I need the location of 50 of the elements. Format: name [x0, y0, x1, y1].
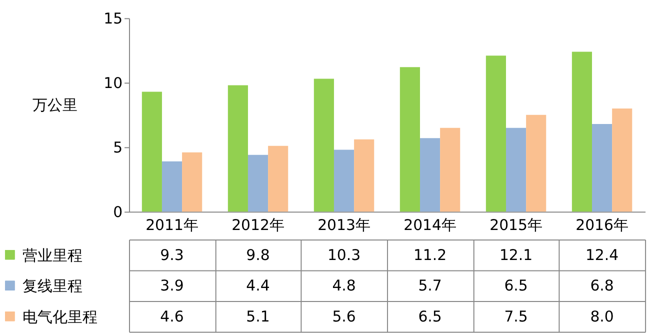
data-label: 3.9 — [160, 276, 184, 295]
x-tick-label: 2014年 — [404, 216, 456, 234]
x-tick-label: 2015年 — [490, 216, 542, 234]
y-tick-label: 15 — [104, 10, 123, 28]
data-label: 7.5 — [504, 307, 528, 326]
data-label: 5.6 — [332, 307, 356, 326]
data-label: 12.4 — [585, 246, 619, 264]
data-label: 11.2 — [413, 246, 447, 264]
data-label: 6.8 — [590, 276, 614, 295]
legend-label: 复线里程 — [22, 277, 82, 296]
data-label: 5.7 — [418, 276, 442, 295]
data-label: 5.1 — [246, 307, 270, 326]
data-label: 12.1 — [499, 246, 533, 264]
data-label: 9.3 — [160, 246, 184, 264]
bar — [526, 114, 546, 212]
bar — [506, 128, 526, 212]
bar — [268, 146, 288, 212]
x-tick-label: 2016年 — [576, 216, 628, 234]
bar — [572, 52, 592, 212]
bar — [440, 128, 460, 212]
data-label: 10.3 — [327, 246, 361, 264]
y-tick-label: 10 — [104, 74, 123, 92]
bar — [486, 56, 506, 212]
bar — [314, 78, 334, 212]
bar — [334, 150, 354, 212]
bar — [182, 152, 202, 212]
bar — [248, 154, 268, 212]
bar — [354, 139, 374, 212]
data-label: 4.6 — [160, 307, 184, 326]
bar — [228, 85, 248, 212]
data-label: 6.5 — [418, 307, 442, 326]
legend-label: 电气化里程 — [22, 308, 98, 326]
x-tick-label: 2012年 — [232, 216, 284, 234]
bar — [420, 138, 440, 212]
data-label: 4.4 — [246, 276, 270, 295]
y-tick-label: 5 — [113, 138, 123, 157]
bar — [612, 108, 632, 212]
bar — [400, 67, 420, 212]
y-axis-title: 万公里 — [32, 96, 78, 114]
data-label: 4.8 — [332, 276, 356, 295]
x-tick-label: 2013年 — [318, 216, 370, 234]
y-tick-label: 0 — [113, 203, 123, 222]
x-tick-label: 2011年 — [146, 216, 198, 234]
data-label: 6.5 — [504, 276, 528, 295]
data-label: 8.0 — [590, 307, 614, 326]
bar — [592, 124, 612, 212]
data-label: 9.8 — [246, 246, 270, 264]
bar — [142, 92, 162, 212]
legend-label: 营业里程 — [22, 246, 82, 264]
bar — [162, 161, 182, 212]
